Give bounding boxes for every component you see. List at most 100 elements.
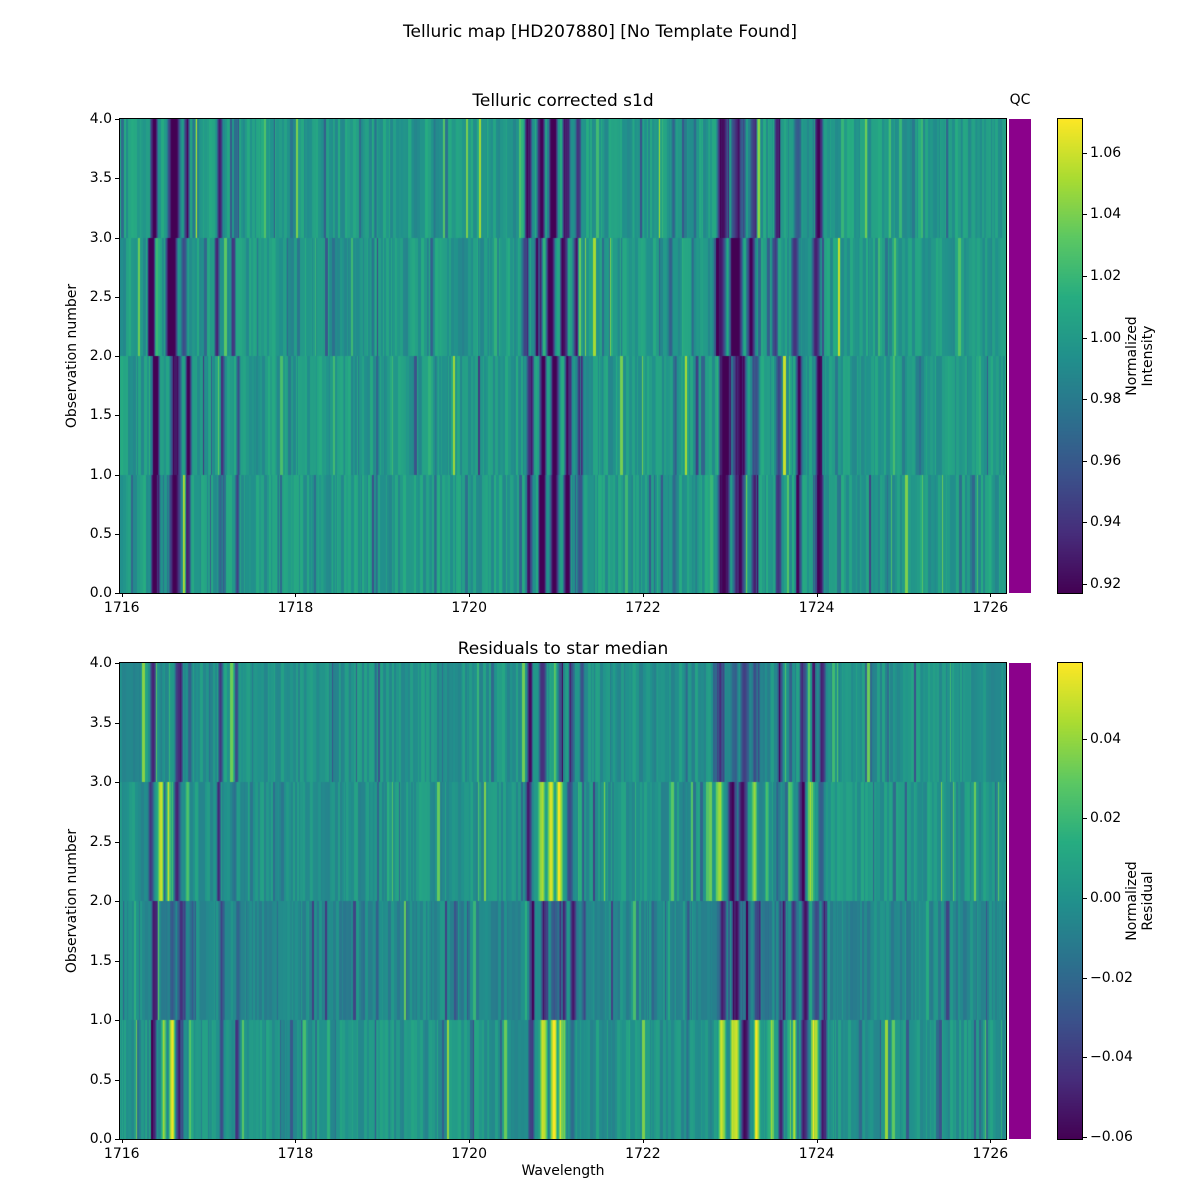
chart-title: Telluric corrected s1d [472,91,654,111]
y-tick-label: 1.5 [89,407,112,424]
x-tick-label: 1720 [451,600,487,616]
y-tick-mark [115,841,119,843]
y-tick-mark [115,178,119,180]
colorbar-tick-label: −0.06 [1090,1129,1133,1145]
colorbar-label-line2: Intensity [1140,325,1156,387]
y-tick-mark [115,722,119,724]
colorbar-tick-label: 0.94 [1090,514,1122,531]
x-tick-mark [295,593,297,597]
x-tick-mark [990,1139,992,1143]
x-tick-label: 1722 [625,1146,661,1162]
y-tick-mark [115,901,119,902]
y-tick-mark [115,119,119,120]
y-tick-mark [115,237,119,239]
colorbar-tick-mark [1083,152,1087,154]
x-tick-mark [990,593,992,597]
y-tick-mark [115,1079,119,1081]
x-tick-label: 1726 [972,1146,1009,1162]
colorbar-tick-mark [1083,460,1087,462]
colorbar-tick-label: −0.04 [1090,1049,1133,1066]
y-tick-mark [115,593,119,594]
x-tick-mark [642,1139,644,1143]
x-tick-label: 1716 [103,1146,140,1162]
x-tick-mark [816,1139,818,1143]
colorbar-label-line1: Normalized [1124,861,1140,941]
x-tick-mark [469,593,471,597]
colorbar-tick-mark [1083,583,1087,585]
colorbar-tick-label: 0.02 [1090,810,1122,827]
y-tick-label: 0.5 [89,1071,112,1088]
colorbar-tick-mark [1083,818,1087,820]
colorbar-tick-label: 0.00 [1090,890,1122,906]
x-tick-label: 1724 [798,1146,835,1162]
colorbar-tick-mark [1083,337,1087,339]
y-tick-label: 1.5 [89,952,112,969]
y-tick-label: 0.5 [89,525,112,542]
y-tick-mark [115,663,119,664]
x-tick-mark [642,593,644,597]
colorbar-label-line2: Residual [1140,871,1156,931]
y-tick-label: 3.5 [89,170,112,187]
y-tick-label: 1.0 [89,1012,112,1028]
x-tick-label: 1718 [277,600,314,616]
x-tick-mark [121,1139,123,1143]
x-tick-label: 1722 [625,600,661,616]
qc-strip [1009,119,1031,593]
colorbar-tick-mark [1083,898,1087,899]
x-tick-label: 1718 [277,1146,314,1162]
colorbar-tick-mark [1083,1057,1087,1059]
x-tick-mark [469,1139,471,1143]
y-tick-mark [115,356,119,357]
colorbar-tick-mark [1083,275,1087,277]
x-tick-mark [816,593,818,597]
y-tick-label: 1.0 [89,466,112,483]
y-tick-mark [115,474,119,476]
colorbar-tick-label: 1.06 [1090,144,1122,161]
y-tick-mark [115,415,119,417]
y-tick-mark [115,1139,119,1140]
y-tick-label: 3.0 [89,229,112,246]
colorbar-tick-mark [1083,977,1087,979]
y-tick-mark [115,782,119,783]
x-tick-label: 1716 [103,600,140,616]
y-tick-label: 0.0 [89,1131,112,1147]
colorbar-tick-mark [1083,1137,1087,1138]
colorbar-tick-label: 1.04 [1090,206,1122,223]
y-tick-label: 2.5 [89,833,112,850]
y-tick-mark [115,1020,119,1021]
x-tick-label: 1726 [972,600,1009,616]
y-tick-label: 3.0 [89,774,112,790]
figure-title: Telluric map [HD207880] [No Template Fou… [403,22,797,42]
telluric-heatmap-canvas [119,118,1007,594]
y-tick-mark [115,296,119,298]
y-tick-label: 0.0 [89,585,112,601]
y-tick-mark [115,533,119,535]
residuals-heatmap-canvas [119,662,1007,1140]
y-tick-label: 2.0 [89,893,112,909]
colorbar-label-line1: Normalized [1124,316,1140,396]
colorbar-label: Normalized Intensity [1124,316,1156,395]
colorbar-tick-label: 0.96 [1090,452,1122,469]
y-tick-mark [115,960,119,962]
colorbar-tick-label: 1.02 [1090,267,1122,284]
y-tick-label: 4.0 [89,655,112,671]
residual-colorbar-canvas [1057,662,1083,1140]
y-tick-label: 3.5 [89,714,112,731]
x-tick-label: 1724 [798,600,835,616]
colorbar-tick-mark [1083,522,1087,524]
colorbar-label: Normalized Residual [1124,861,1156,940]
colorbar-tick-label: 0.04 [1090,730,1122,747]
colorbar-tick-mark [1083,399,1087,401]
colorbar-tick-label: 0.98 [1090,391,1122,408]
y-tick-label: 2.0 [89,348,112,364]
x-tick-mark [295,1139,297,1143]
qc-strip [1009,663,1031,1139]
colorbar-tick-label: 0.92 [1090,575,1122,592]
x-axis-label: Wavelength [521,1163,605,1179]
y-tick-label: 2.5 [89,288,112,305]
colorbar-tick-label: −0.02 [1090,969,1133,986]
chart-title: Residuals to star median [457,639,669,659]
colorbar-tick-mark [1083,738,1087,740]
intensity-colorbar-canvas [1057,118,1083,594]
